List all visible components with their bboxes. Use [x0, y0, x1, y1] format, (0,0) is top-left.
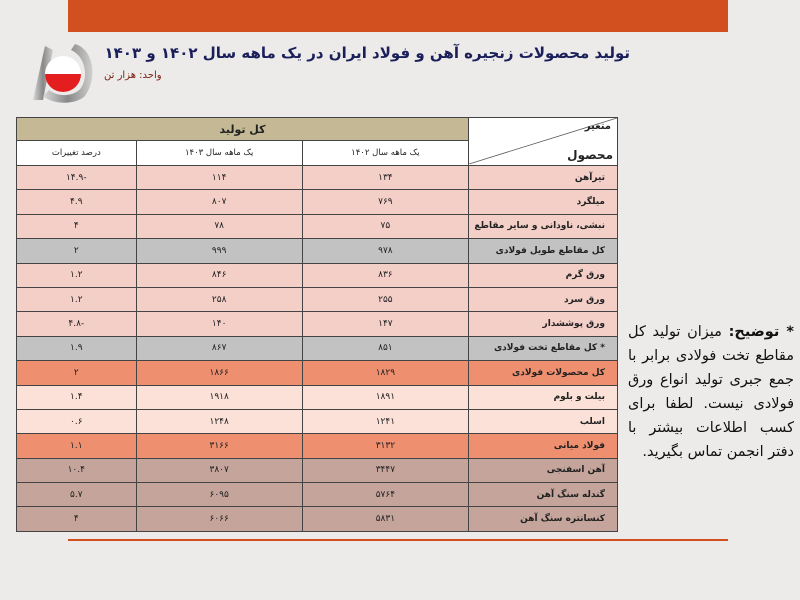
- page-title: تولید محصولات زنجیره آهن و فولاد ایران د…: [104, 44, 631, 62]
- unit-label: واحد: هزار تن: [104, 70, 162, 81]
- percent-change: -۴.۸: [16, 311, 137, 337]
- value-1403: ۶۰۶۶: [135, 506, 303, 532]
- product-name: گندله سنگ آهن: [468, 482, 618, 508]
- percent-change: ۱.۴: [16, 384, 137, 410]
- value-1403: ۱۴۰: [135, 311, 303, 337]
- corner-header: متغیر محصول: [468, 117, 618, 166]
- group-header: کل تولید: [16, 117, 469, 141]
- value-1402: ۸۵۱: [301, 335, 470, 362]
- table-row: ورق پوششدار ۱۴۷ ۱۴۰ -۴.۸: [16, 311, 618, 337]
- value-1402: ۷۵: [301, 213, 470, 240]
- column-header: درصد تغییرات: [16, 140, 137, 166]
- product-name: ورق پوششدار: [468, 311, 618, 337]
- footnote: * توضیح: میزان تولید کل مقاطع تخت فولادی…: [628, 320, 794, 464]
- value-1402: ۱۴۷: [301, 311, 470, 337]
- product-name: میلگرد: [468, 189, 618, 215]
- percent-change: ۵.۷: [16, 482, 137, 508]
- percent-change: -۱۴.۹: [16, 164, 137, 191]
- column-header: یک ماهه سال ۱۴۰۳: [135, 140, 303, 166]
- value-1402: ۱۸۹۱: [301, 384, 470, 410]
- value-1403: ۱۱۴: [135, 164, 303, 191]
- value-1403: ۱۸۶۶: [135, 360, 303, 386]
- value-1403: ۶۰۹۵: [135, 482, 303, 508]
- table-row: ورق سرد ۲۵۵ ۲۵۸ ۱.۲: [16, 286, 618, 313]
- product-name: فولاد میانی: [468, 433, 618, 459]
- table-row: ورق گرم ۸۳۶ ۸۴۶ ۱.۲: [16, 262, 618, 288]
- table-row: کنسانتره سنگ آهن ۵۸۳۱ ۶۰۶۶ ۴: [16, 506, 618, 532]
- product-name: نبشی، ناودانی و سایر مقاطع: [468, 213, 618, 240]
- value-1403: ۲۵۸: [135, 286, 303, 313]
- table-row: آهن اسفنجی ۳۴۴۷ ۳۸۰۷ ۱۰.۴: [16, 457, 618, 484]
- value-1403: ۸۰۷: [135, 189, 303, 215]
- variable-label: متغیر: [584, 121, 611, 132]
- diagonal-divider: [469, 118, 617, 164]
- value-1403: ۳۸۰۷: [135, 457, 303, 484]
- value-1402: ۷۶۹: [301, 189, 470, 215]
- percent-change: ۲: [16, 360, 137, 386]
- value-1402: ۲۵۵: [301, 286, 470, 313]
- value-1402: ۵۷۶۴: [301, 482, 470, 508]
- table-row: بیلت و بلوم ۱۸۹۱ ۱۹۱۸ ۱.۴: [16, 384, 618, 410]
- percent-change: ۲: [16, 238, 137, 264]
- percent-change: ۴: [16, 506, 137, 532]
- bottom-accent-line: [68, 539, 728, 541]
- product-label: محصول: [567, 148, 613, 162]
- footnote-label: * توضیح:: [728, 324, 794, 340]
- product-name: ورق گرم: [468, 262, 618, 288]
- table-row: کل مقاطع طویل فولادی ۹۷۸ ۹۹۹ ۲: [16, 238, 618, 264]
- value-1402: ۳۱۳۲: [301, 433, 470, 459]
- product-name: کنسانتره سنگ آهن: [468, 506, 618, 532]
- value-1403: ۸۶۷: [135, 335, 303, 362]
- percent-change: ۴: [16, 213, 137, 240]
- value-1402: ۹۷۸: [301, 238, 470, 264]
- value-1402: ۱۸۲۹: [301, 360, 470, 386]
- product-name: بیلت و بلوم: [468, 384, 618, 410]
- table-row: فولاد میانی ۳۱۳۲ ۳۱۶۶ ۱.۱: [16, 433, 618, 459]
- product-name: * کل مقاطع تخت فولادی: [468, 335, 618, 362]
- product-name: اسلب: [468, 408, 618, 435]
- value-1403: ۱۹۱۸: [135, 384, 303, 410]
- table-row: میلگرد ۷۶۹ ۸۰۷ ۴.۹: [16, 189, 618, 215]
- value-1402: ۱۲۴۱: [301, 408, 470, 435]
- value-1402: ۸۳۶: [301, 262, 470, 288]
- top-accent-bar: [68, 0, 728, 32]
- value-1403: ۹۹۹: [135, 238, 303, 264]
- value-1402: ۱۳۴: [301, 164, 470, 191]
- percent-change: ۱۰.۴: [16, 457, 137, 484]
- percent-change: ۱.۹: [16, 335, 137, 362]
- product-name: تیرآهن: [468, 164, 618, 191]
- product-name: کل محصولات فولادی: [468, 360, 618, 386]
- product-name: ورق سرد: [468, 286, 618, 313]
- product-name: آهن اسفنجی: [468, 457, 618, 484]
- percent-change: ۱.۲: [16, 262, 137, 288]
- association-logo-icon: [33, 44, 93, 103]
- column-header: یک ماهه سال ۱۴۰۲: [301, 140, 470, 166]
- table-row: * کل مقاطع تخت فولادی ۸۵۱ ۸۶۷ ۱.۹: [16, 335, 618, 362]
- percent-change: ۰.۶: [16, 408, 137, 435]
- value-1403: ۸۴۶: [135, 262, 303, 288]
- production-table: متغیر محصول کل تولید یک ماهه سال ۱۴۰۲ یک…: [16, 117, 618, 532]
- percent-change: ۱.۲: [16, 286, 137, 313]
- footnote-text: میزان تولید کل مقاطع تخت فولادی برابر با…: [628, 324, 794, 460]
- value-1403: ۳۱۶۶: [135, 433, 303, 459]
- value-1402: ۳۴۴۷: [301, 457, 470, 484]
- percent-change: ۴.۹: [16, 189, 137, 215]
- table-row: کل محصولات فولادی ۱۸۲۹ ۱۸۶۶ ۲: [16, 360, 618, 386]
- table-row: نبشی، ناودانی و سایر مقاطع ۷۵ ۷۸ ۴: [16, 213, 618, 240]
- value-1402: ۵۸۳۱: [301, 506, 470, 532]
- table-row: تیرآهن ۱۳۴ ۱۱۴ -۱۴.۹: [16, 164, 618, 191]
- product-name: کل مقاطع طویل فولادی: [468, 238, 618, 264]
- table-row: اسلب ۱۲۴۱ ۱۲۴۸ ۰.۶: [16, 408, 618, 435]
- value-1403: ۷۸: [135, 213, 303, 240]
- percent-change: ۱.۱: [16, 433, 137, 459]
- value-1403: ۱۲۴۸: [135, 408, 303, 435]
- table-row: گندله سنگ آهن ۵۷۶۴ ۶۰۹۵ ۵.۷: [16, 482, 618, 508]
